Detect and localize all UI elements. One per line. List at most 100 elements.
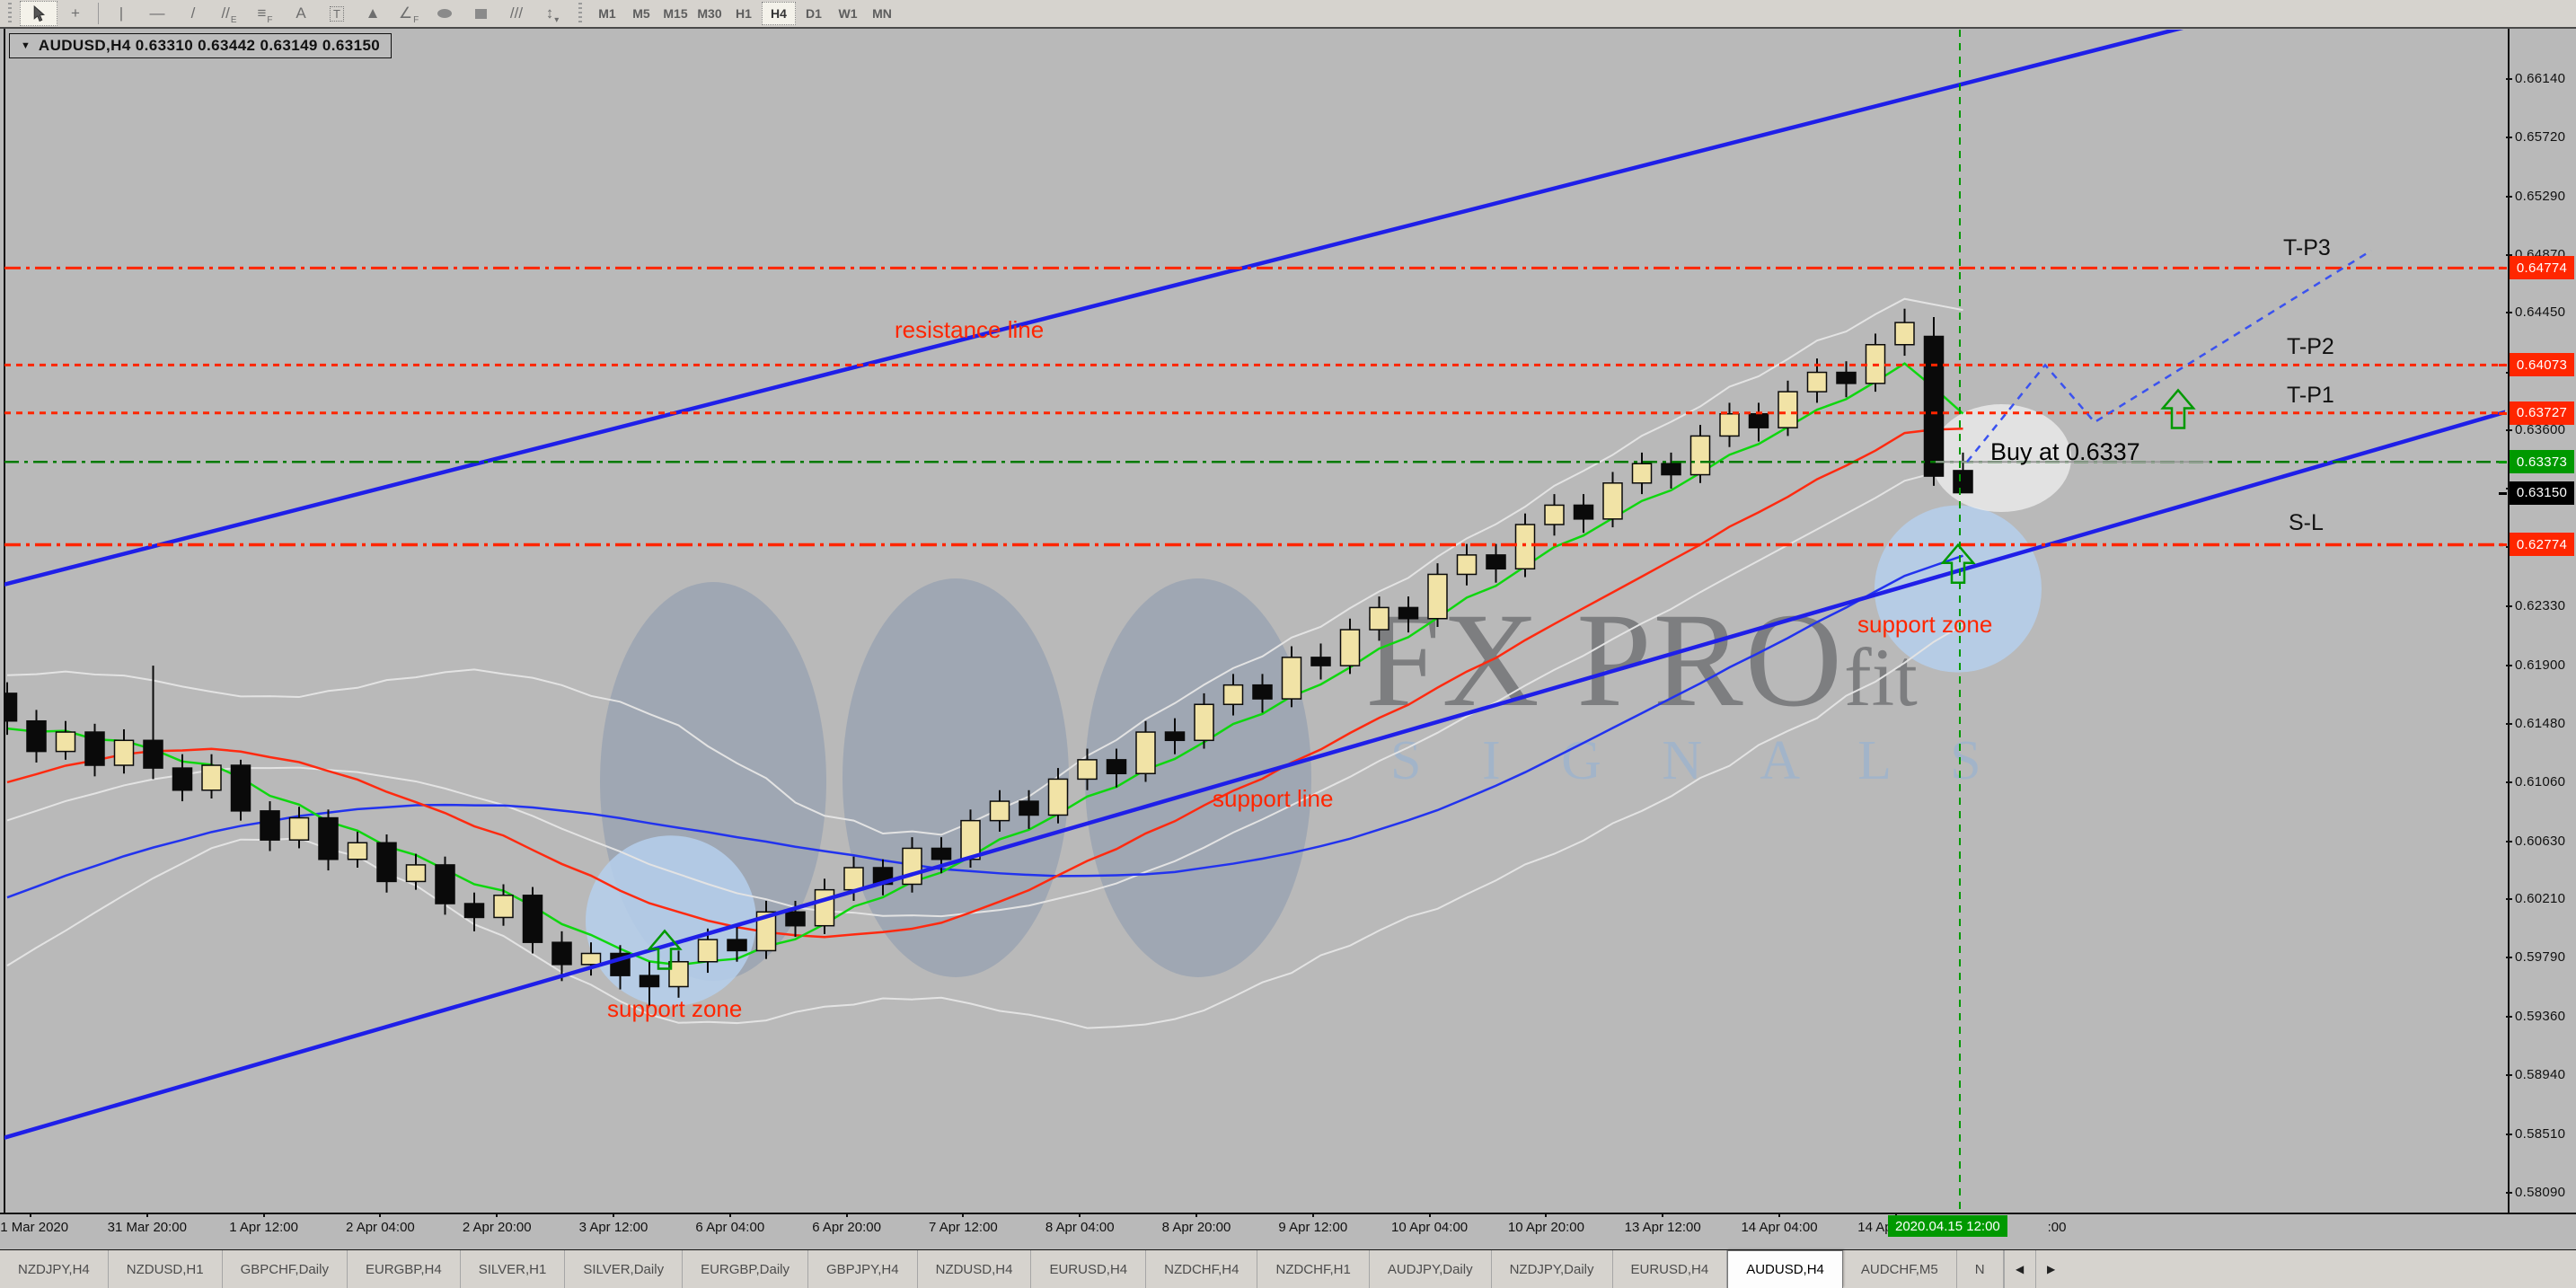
ellipse-tool[interactable] (427, 2, 463, 25)
timeframe-w1[interactable]: W1 (838, 6, 858, 21)
price-tick-mark (2506, 1016, 2512, 1019)
price-tick-mark (2506, 665, 2512, 667)
rectangle-tool[interactable] (463, 2, 498, 25)
timeframe-m5[interactable]: M5 (632, 6, 650, 21)
resistance-line-label[interactable]: resistance line (895, 316, 1045, 343)
time-tick-label: 2 Apr 20:00 (462, 1220, 532, 1235)
tab-nzdchf-h1[interactable]: NZDCHF,H1 (1257, 1250, 1370, 1288)
tab-scroll-right-button[interactable]: ▶ (2034, 1250, 2067, 1288)
tab-gbpjpy-h4[interactable]: GBPJPY,H4 (808, 1250, 918, 1288)
candle (1427, 563, 1448, 627)
timeframe-m30[interactable]: M30 (697, 6, 722, 21)
tp1-label[interactable]: T-P1 (2287, 383, 2334, 408)
candle (113, 728, 135, 774)
tab-audjpy-daily[interactable]: AUDJPY,Daily (1370, 1250, 1492, 1288)
tab-scroll-left-button[interactable]: ◀ (2003, 1250, 2035, 1288)
tab-silver-h1[interactable]: SILVER,H1 (461, 1250, 566, 1288)
chart-plot-area (4, 30, 2505, 1212)
price-axis[interactable]: 0.661400.657200.652900.648700.644500.640… (2499, 29, 2576, 1213)
tab-eurgbp-daily[interactable]: EURGBP,Daily (683, 1250, 808, 1288)
candle (4, 682, 18, 736)
candle (1836, 361, 1857, 398)
price-tick-label: 0.59790 (2515, 949, 2566, 966)
tp3-label[interactable]: T-P3 (2283, 235, 2331, 260)
tab-audchf-m5[interactable]: AUDCHF,M5 (1843, 1250, 1957, 1288)
support-zone-label-2[interactable]: support zone (1857, 611, 1993, 638)
sl-label[interactable]: S-L (2289, 510, 2324, 535)
price-tick-mark (2506, 1191, 2512, 1194)
horizontal-line-tool[interactable]: — (139, 2, 175, 25)
candle (1077, 748, 1098, 790)
support-zone-label-1[interactable]: support zone (607, 995, 743, 1022)
chart-title-box[interactable]: ▼ AUDUSD,H4 0.63310 0.63442 0.63149 0.63… (9, 33, 393, 58)
vertical-line-tool[interactable]: | (103, 2, 139, 25)
timeframe-mn[interactable]: MN (872, 6, 892, 21)
time-axis[interactable]: 31 Mar 2020 31 Mar 20:00 1 Apr 12:00 2 Apr … (0, 1213, 2576, 1248)
price-tick-mark (2506, 136, 2512, 138)
tab-eurgbp-h4[interactable]: EURGBP,H4 (348, 1250, 461, 1288)
parallel-lines-tool[interactable]: /// (498, 2, 534, 25)
tab-audusd-h4[interactable]: AUDUSD,H4 (1727, 1250, 1843, 1288)
timeframe-h4[interactable]: H4 (762, 2, 796, 25)
price-tick-label: 0.58510 (2515, 1126, 2566, 1142)
tab-nzdjpy-h4[interactable]: NZDJPY,H4 (0, 1250, 109, 1288)
candle (143, 666, 163, 780)
candle (785, 900, 806, 938)
chevron-down-icon[interactable]: ▼ (21, 40, 31, 51)
cursor-tool[interactable] (20, 1, 57, 26)
crosshair-tool[interactable]: + (57, 2, 93, 25)
timeframe-h1[interactable]: H1 (736, 6, 752, 21)
time-tick-mark (1195, 1213, 1197, 1217)
tab-gbpchf-daily[interactable]: GBPCHF,Daily (223, 1250, 348, 1288)
candle (435, 856, 455, 915)
tab-nzdjpy-daily[interactable]: NZDJPY,Daily (1492, 1250, 1613, 1288)
price-tick-mark (2506, 604, 2512, 607)
time-tick-label: 6 Apr 20:00 (812, 1220, 881, 1235)
fibonacci-retracement-tool[interactable]: ≡ F (247, 2, 283, 25)
tab-n[interactable]: N (1957, 1250, 2004, 1288)
toolbar-grip[interactable] (5, 3, 14, 24)
tab-eurusd-h4[interactable]: EURUSD,H4 (1613, 1250, 1728, 1288)
time-tick-mark (379, 1213, 382, 1217)
time-tick-label: 1 Apr 12:00 (229, 1220, 298, 1235)
tab-nzdchf-h4[interactable]: NZDCHF,H4 (1146, 1250, 1258, 1288)
candle (755, 900, 777, 959)
time-tick-label: 9 Apr 12:00 (1278, 1220, 1348, 1235)
candle (405, 853, 427, 890)
price-tick-label: 0.63600 (2515, 422, 2566, 438)
candle (55, 720, 76, 760)
candle (1778, 380, 1798, 437)
candle (1689, 425, 1711, 483)
cycle-lines-tool-icon: ↕ (545, 4, 554, 22)
text-label-tool[interactable]: T (319, 2, 355, 25)
arrows-shapes-tool[interactable]: ▲ (355, 2, 391, 25)
tab-eurusd-h4[interactable]: EURUSD,H4 (1031, 1250, 1147, 1288)
time-tick-label: 6 Apr 04:00 (695, 1220, 765, 1235)
time-tick-label: 31 Mar 20:00 (107, 1220, 187, 1235)
buy-signal-label[interactable]: Buy at 0.6337 (1990, 438, 2140, 465)
price-tick-label: 0.58090 (2515, 1184, 2566, 1200)
candle (1310, 643, 1331, 680)
candle (318, 809, 339, 871)
price-tick-label: 0.64450 (2515, 304, 2566, 321)
cycle-lines-tool[interactable]: ↕ ▾ (534, 2, 570, 25)
support-line-label[interactable]: support line (1213, 785, 1334, 812)
tp2-label[interactable]: T-P2 (2287, 334, 2334, 359)
time-tick-mark (1545, 1213, 1548, 1217)
tab-silver-daily[interactable]: SILVER,Daily (565, 1250, 684, 1288)
timeframe-d1[interactable]: D1 (806, 6, 822, 21)
tab-nzdusd-h1[interactable]: NZDUSD,H1 (109, 1250, 223, 1288)
time-tick-mark (496, 1213, 498, 1217)
fibonacci-fan-tool[interactable]: ∠ F (391, 2, 427, 25)
timeframe-m1[interactable]: M1 (598, 6, 616, 21)
candle (872, 859, 894, 895)
equidistant-channel-tool[interactable]: //E (211, 2, 247, 25)
timeframe-m15[interactable]: M15 (663, 6, 688, 21)
trendline-tool[interactable]: / (175, 2, 211, 25)
time-tick-mark (30, 1213, 31, 1217)
tab-nzdusd-h4[interactable]: NZDUSD,H4 (918, 1250, 1032, 1288)
text-tool[interactable]: A (283, 2, 319, 25)
candle (1865, 333, 1886, 393)
toolbar-grip[interactable] (576, 3, 585, 24)
